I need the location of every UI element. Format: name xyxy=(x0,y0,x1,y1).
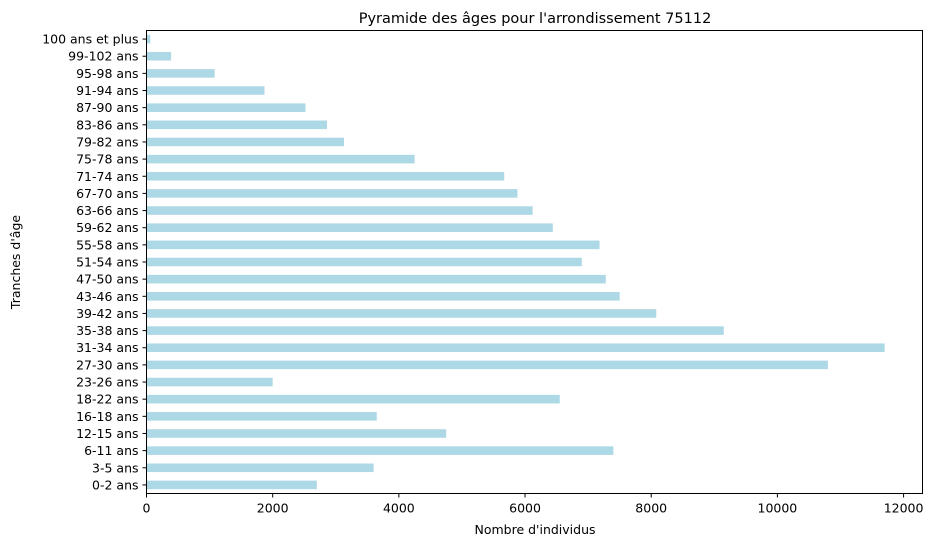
bar-47-50-ans xyxy=(146,274,606,284)
y-tick-label: 83-86 ans xyxy=(76,117,138,132)
chart-title: Pyramide des âges pour l'arrondissement … xyxy=(359,11,712,27)
y-tick-label: 59-62 ans xyxy=(76,220,138,235)
y-tick-label: 23-26 ans xyxy=(76,375,138,390)
bar-91-94-ans xyxy=(146,86,265,95)
bar-63-66-ans xyxy=(146,206,533,215)
bar-6-11-ans xyxy=(146,446,614,455)
y-axis-label: Tranches d'âge xyxy=(8,215,23,310)
plot-frame xyxy=(146,30,923,494)
y-tick-label: 100 ans et plus xyxy=(42,32,138,47)
bar-43-46-ans xyxy=(146,292,620,301)
y-tick-label: 18-22 ans xyxy=(76,392,138,407)
x-axis-label: Nombre d'individus xyxy=(474,522,595,537)
y-tick-label: 91-94 ans xyxy=(76,83,138,98)
bar-59-62-ans xyxy=(146,223,553,232)
y-tick-label: 75-78 ans xyxy=(76,152,138,167)
y-tick-label: 3-5 ans xyxy=(92,460,138,475)
bar-100-ans-et-plus xyxy=(146,34,151,44)
y-tick-label: 79-82 ans xyxy=(76,134,138,149)
y-tick-label: 47-50 ans xyxy=(76,272,138,287)
y-axis-ticks: 0-2 ans 3-5 ans 6-11 ans 12-15 ans 16-18 ans… xyxy=(42,32,147,492)
x-tick-label: 8000 xyxy=(635,501,667,516)
y-tick-label: 31-34 ans xyxy=(76,340,138,355)
bar-3-5-ans xyxy=(146,463,374,473)
bar-23-26-ans xyxy=(146,377,273,387)
y-tick-label: 55-58 ans xyxy=(76,237,138,252)
y-tick-label: 35-38 ans xyxy=(76,323,138,338)
bar-0-2-ans xyxy=(146,480,317,490)
bars-group xyxy=(146,34,885,490)
x-tick-label: 4000 xyxy=(383,501,415,516)
bar-67-70-ans xyxy=(146,189,518,198)
y-tick-label: 51-54 ans xyxy=(76,255,138,270)
bar-95-98-ans xyxy=(146,69,215,78)
x-tick-label: 0 xyxy=(143,501,151,516)
y-tick-label: 99-102 ans xyxy=(68,49,138,64)
y-tick-label: 0-2 ans xyxy=(92,477,138,492)
y-tick-label: 6-11 ans xyxy=(84,443,138,458)
bar-55-58-ans xyxy=(146,240,600,250)
bar-51-54-ans xyxy=(146,257,582,267)
bar-39-42-ans xyxy=(146,309,657,318)
bar-12-15-ans xyxy=(146,429,447,438)
bar-16-18-ans xyxy=(146,412,377,421)
y-tick-label: 71-74 ans xyxy=(76,169,138,184)
y-tick-label: 87-90 ans xyxy=(76,100,138,115)
bar-99-102-ans xyxy=(146,51,172,61)
x-axis-ticks: 0 2000 4000 6000 8000 10000 12000 xyxy=(143,493,924,516)
bar-27-30-ans xyxy=(146,360,828,370)
bar-75-78-ans xyxy=(146,154,415,164)
bar-18-22-ans xyxy=(146,394,560,404)
y-tick-label: 63-66 ans xyxy=(76,203,138,218)
y-tick-label: 27-30 ans xyxy=(76,357,138,372)
x-tick-label: 12000 xyxy=(884,501,924,516)
bar-83-86-ans xyxy=(146,120,327,130)
y-tick-label: 67-70 ans xyxy=(76,186,138,201)
y-tick-label: 12-15 ans xyxy=(76,426,138,441)
y-tick-label: 16-18 ans xyxy=(76,409,138,424)
y-tick-label: 43-46 ans xyxy=(76,289,138,304)
x-tick-label: 10000 xyxy=(758,501,798,516)
y-tick-label: 95-98 ans xyxy=(76,66,138,81)
x-tick-label: 6000 xyxy=(509,501,541,516)
bar-35-38-ans xyxy=(146,326,724,335)
bar-31-34-ans xyxy=(146,343,885,353)
bar-71-74-ans xyxy=(146,171,505,181)
bar-79-82-ans xyxy=(146,137,344,147)
x-tick-label: 2000 xyxy=(257,501,289,516)
bar-87-90-ans xyxy=(146,103,306,112)
y-tick-label: 39-42 ans xyxy=(76,306,138,321)
